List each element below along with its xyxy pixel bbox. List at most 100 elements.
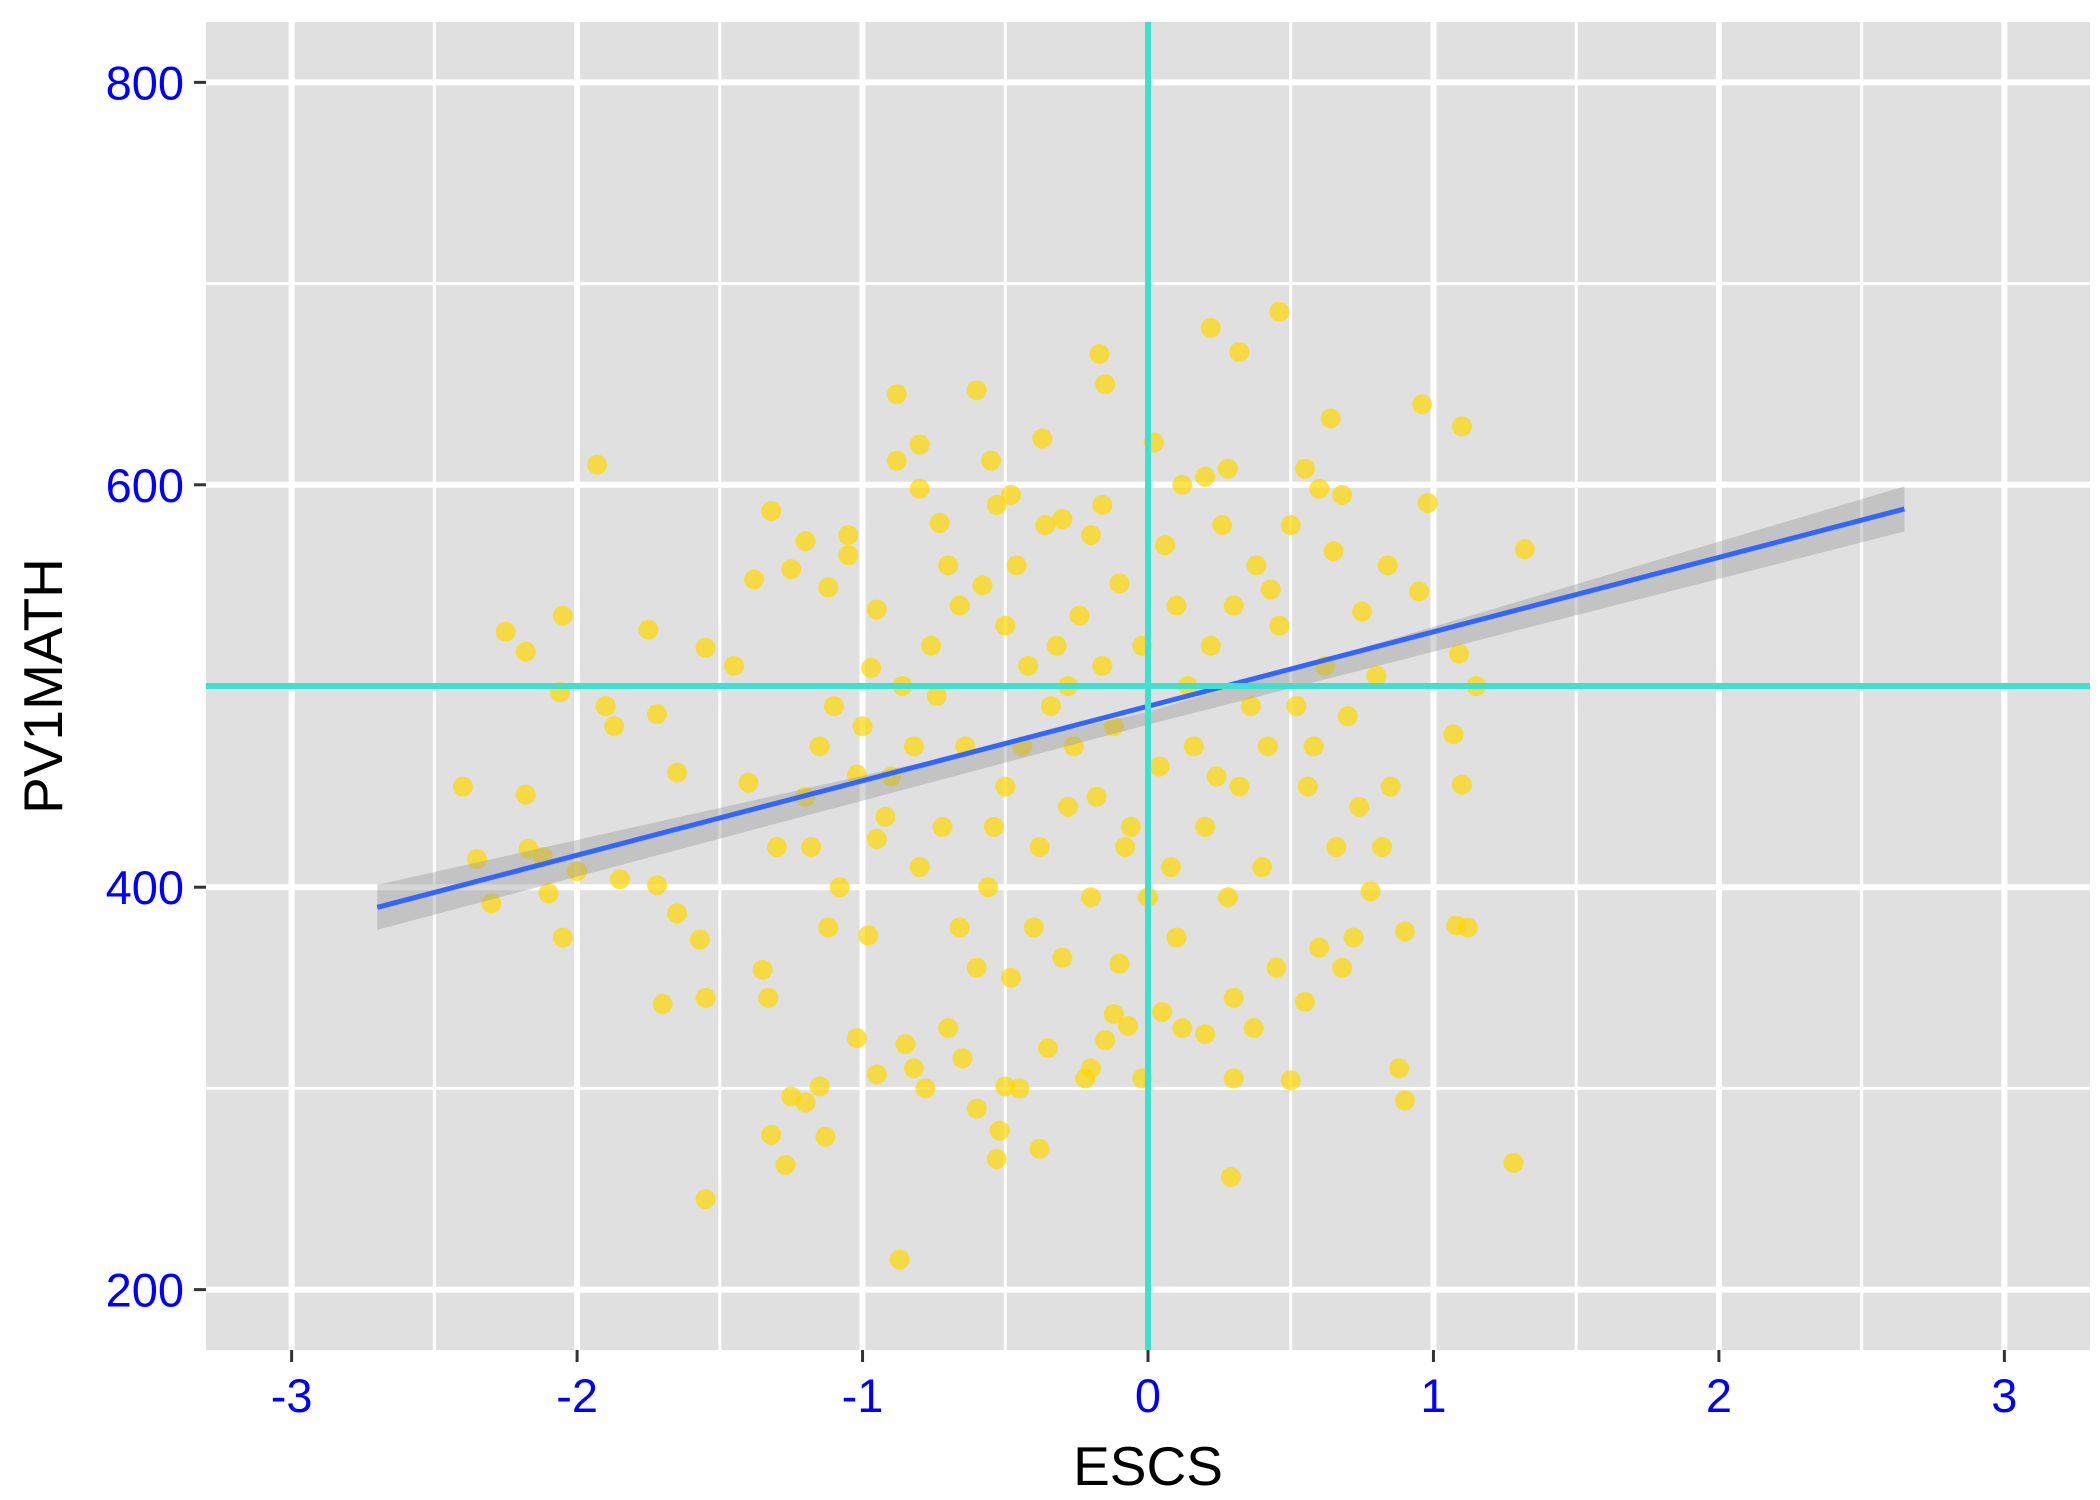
data-point bbox=[838, 545, 859, 566]
data-point bbox=[995, 615, 1016, 636]
data-point bbox=[1295, 991, 1315, 1012]
data-point bbox=[829, 877, 850, 898]
data-point bbox=[1223, 1068, 1244, 1089]
x-axis-title: ESCS bbox=[1073, 1435, 1223, 1497]
confidence-band bbox=[377, 486, 1905, 930]
data-point bbox=[815, 1126, 836, 1147]
data-point bbox=[1000, 967, 1021, 988]
data-point bbox=[724, 655, 745, 676]
data-point bbox=[1166, 595, 1187, 616]
data-point bbox=[1063, 736, 1084, 757]
data-point bbox=[966, 1098, 987, 1119]
data-point bbox=[909, 478, 930, 499]
data-point bbox=[824, 696, 844, 717]
data-point bbox=[758, 987, 779, 1008]
data-point bbox=[552, 605, 573, 626]
data-point bbox=[838, 525, 859, 546]
data-point bbox=[949, 595, 970, 616]
data-point bbox=[1103, 1003, 1124, 1024]
data-point bbox=[1246, 555, 1267, 576]
data-point bbox=[738, 772, 759, 793]
data-point bbox=[1514, 539, 1535, 560]
data-point bbox=[1069, 605, 1090, 626]
data-point bbox=[986, 1148, 1007, 1169]
data-point bbox=[1120, 816, 1141, 837]
data-point bbox=[1295, 458, 1315, 479]
data-point bbox=[647, 704, 668, 725]
data-point bbox=[1372, 836, 1393, 857]
data-point bbox=[695, 637, 716, 658]
data-point bbox=[1018, 655, 1039, 676]
data-point bbox=[667, 762, 687, 783]
data-point bbox=[1252, 857, 1273, 878]
data-point bbox=[1452, 774, 1472, 795]
data-point bbox=[1452, 416, 1472, 437]
data-point bbox=[852, 716, 873, 737]
data-points bbox=[452, 301, 1535, 1270]
data-point bbox=[1092, 494, 1113, 515]
data-point bbox=[795, 531, 816, 552]
data-point bbox=[875, 806, 896, 827]
data-point bbox=[1172, 1018, 1193, 1039]
data-point bbox=[909, 857, 930, 878]
confidence-band-area bbox=[377, 486, 1905, 930]
data-point bbox=[1160, 857, 1181, 878]
data-point bbox=[1149, 756, 1170, 777]
data-point bbox=[926, 686, 947, 707]
data-point bbox=[1080, 887, 1101, 908]
data-point bbox=[647, 875, 668, 896]
data-point bbox=[909, 434, 930, 455]
data-point bbox=[1052, 508, 1073, 529]
data-point bbox=[903, 736, 924, 757]
data-point bbox=[1166, 927, 1187, 948]
data-point bbox=[481, 893, 502, 914]
data-point bbox=[1269, 301, 1290, 322]
data-point bbox=[952, 1048, 973, 1069]
data-point bbox=[1389, 1058, 1410, 1079]
data-point bbox=[467, 849, 488, 870]
data-point bbox=[1260, 579, 1281, 600]
data-point bbox=[538, 883, 559, 904]
data-point bbox=[1029, 836, 1050, 857]
data-point bbox=[1443, 724, 1464, 745]
data-point bbox=[1360, 881, 1381, 902]
data-point bbox=[1092, 655, 1113, 676]
data-point bbox=[1080, 525, 1101, 546]
data-point bbox=[1195, 466, 1216, 487]
data-point bbox=[1229, 776, 1250, 797]
data-point bbox=[1115, 836, 1136, 857]
data-point bbox=[1240, 696, 1261, 717]
data-point bbox=[1032, 428, 1053, 449]
data-point bbox=[903, 1058, 924, 1079]
data-point bbox=[895, 1034, 916, 1055]
data-point bbox=[515, 784, 536, 805]
data-point bbox=[966, 380, 987, 401]
y-axis-title: PV1MATH bbox=[12, 558, 74, 814]
data-point bbox=[552, 927, 573, 948]
data-point bbox=[986, 494, 1007, 515]
data-point bbox=[1103, 716, 1124, 737]
data-point bbox=[981, 450, 1001, 471]
data-point bbox=[1095, 374, 1116, 395]
x-tick-label: -1 bbox=[842, 1369, 884, 1422]
y-tick-label: 400 bbox=[106, 861, 184, 914]
data-point bbox=[866, 1064, 887, 1085]
data-point bbox=[1380, 776, 1401, 797]
data-point bbox=[886, 384, 907, 405]
data-point bbox=[1212, 515, 1233, 536]
data-point bbox=[886, 450, 907, 471]
data-point bbox=[1349, 796, 1370, 817]
data-point bbox=[1029, 1138, 1050, 1159]
data-point bbox=[858, 925, 879, 946]
data-point bbox=[1309, 478, 1330, 499]
data-point bbox=[1332, 957, 1353, 978]
x-tick-label: -3 bbox=[271, 1369, 313, 1422]
data-point bbox=[1006, 555, 1027, 576]
data-point bbox=[1118, 1016, 1139, 1037]
data-point bbox=[1377, 555, 1398, 576]
data-point bbox=[1052, 947, 1073, 968]
data-point bbox=[889, 1249, 910, 1270]
data-point bbox=[1503, 1152, 1524, 1173]
data-point bbox=[818, 917, 839, 938]
data-point bbox=[1229, 341, 1250, 362]
